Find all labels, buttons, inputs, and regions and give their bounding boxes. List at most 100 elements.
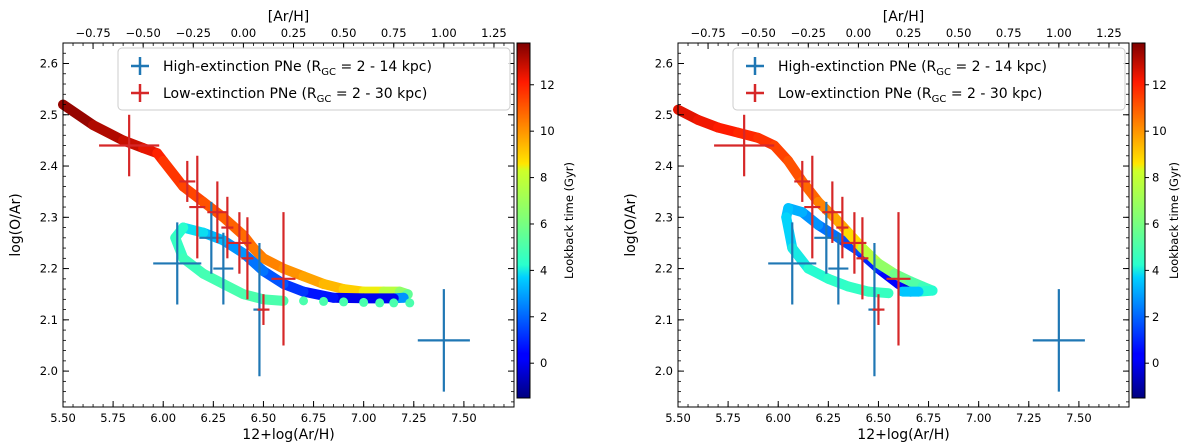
colorbar-tick-label: 2 — [540, 310, 547, 324]
colorbar-label: Lookback time (Gyr) — [562, 162, 576, 279]
colorbar-tick-label: 8 — [540, 171, 547, 185]
x-tick-label: 6.00 — [765, 411, 791, 425]
observations — [714, 114, 1085, 392]
x-tick-label: 7.00 — [351, 411, 377, 425]
low-extinction-pn-point — [271, 212, 296, 346]
colorbar: 0 2 4 6 8 10 12 Lookback time (Gyr) — [1131, 42, 1181, 399]
model-track-inner-segment — [863, 286, 894, 299]
y-tick-label: 2.5 — [655, 108, 673, 122]
low-extinction-pn-point — [257, 294, 270, 325]
legend-label: Low-extinction PNe (RGC = 2 - 30 kpc) — [778, 86, 1042, 105]
legend-box — [117, 47, 511, 111]
colorbar-tick-label: 8 — [1152, 171, 1159, 185]
high-extinction-pn-point — [1032, 289, 1085, 392]
low-extinction-pn-point — [221, 196, 234, 259]
high-extinction-pn-point — [199, 201, 224, 274]
x-axis: 5.50 5.75 6.00 6.25 6.50 6.75 7.00 7.25 7.50 12+l… — [665, 401, 1130, 443]
model-dot — [299, 296, 309, 306]
low-extinction-pn-point — [189, 155, 206, 259]
high-extinction-pn-point — [417, 289, 470, 392]
x-tick-label: 6.75 — [301, 411, 327, 425]
colorbar-gradient — [516, 42, 531, 399]
top-x-tick-label: −0.75 — [690, 26, 725, 40]
model-dot — [405, 298, 415, 308]
low-extinction-pn-point — [822, 181, 843, 243]
x-tick-label: 7.25 — [1016, 411, 1042, 425]
colorbar-gradient — [1131, 42, 1146, 399]
colorbar-tick-label: 4 — [540, 263, 547, 277]
y-tick-label: 2.2 — [40, 262, 58, 276]
y-tick-label: 2.4 — [40, 159, 58, 173]
top-x-tick-label: −0.75 — [75, 26, 110, 40]
x-tick-label: 6.00 — [150, 411, 176, 425]
low-extinction-pn-point — [856, 217, 869, 300]
y-tick-label: 2.5 — [40, 108, 58, 122]
x-axis: 5.50 5.75 6.00 6.25 6.50 6.75 7.00 7.25 7.50 12+l… — [50, 401, 515, 443]
colorbar-tick-label: 6 — [540, 217, 547, 231]
low-extinction-pn-point — [207, 181, 228, 243]
y-tick-label: 2.4 — [655, 159, 673, 173]
top-x-axis-label: [Ar/H] — [268, 9, 310, 25]
colorbar-tick-label: 0 — [540, 356, 547, 370]
high-extinction-pn-point — [213, 232, 234, 305]
x-tick-label: 7.00 — [966, 411, 992, 425]
top-x-tick-label: 0.00 — [231, 26, 257, 40]
top-x-tick-label: 0.25 — [281, 26, 307, 40]
top-x-tick-label: 0.25 — [896, 26, 922, 40]
low-extinction-pn-point — [714, 114, 775, 177]
low-extinction-pn-point — [886, 212, 911, 346]
model-dot — [389, 298, 399, 308]
top-x-axis: −0.75 −0.50 −0.25 0.00 0.25 0.50 0.75 1.00 1.25 [… — [687, 9, 1130, 49]
right-panel: 5.50 5.75 6.00 6.25 6.50 6.75 7.00 7.25 7.50 12+l… — [623, 9, 1181, 443]
legend: High-extinction PNe (RGC = 2 - 14 kpc) Lo… — [732, 47, 1126, 111]
x-tick-label: 5.75 — [715, 411, 741, 425]
top-x-tick-label: 0.50 — [946, 26, 972, 40]
axes-frame — [677, 42, 1130, 408]
x-tick-label: 6.25 — [201, 411, 227, 425]
high-extinction-pn-point — [814, 201, 839, 274]
low-extinction-pn-point — [794, 160, 811, 202]
y-tick-label: 2.6 — [655, 57, 673, 71]
low-extinction-pn-point — [99, 114, 160, 177]
legend-label: Low-extinction PNe (RGC = 2 - 30 kpc) — [163, 86, 427, 105]
high-extinction-pn-point — [828, 232, 849, 305]
x-tick-label: 7.50 — [1066, 411, 1092, 425]
y-tick-label: 2.0 — [655, 364, 673, 378]
x-axis-label: 12+log(Ar/H) — [857, 427, 949, 443]
colorbar-tick-label: 10 — [540, 124, 555, 138]
x-tick-label: 5.50 — [50, 411, 76, 425]
top-x-tick-label: 1.00 — [1046, 26, 1072, 40]
legend-box — [732, 47, 1126, 111]
low-extinction-pn-point — [179, 160, 196, 202]
top-x-tick-label: −0.50 — [741, 26, 776, 40]
top-x-tick-label: 1.00 — [431, 26, 457, 40]
left-panel: 5.50 5.75 6.00 6.25 6.50 6.75 7.00 7.25 7.50 12+l… — [8, 9, 576, 443]
x-tick-label: 6.75 — [916, 411, 942, 425]
legend: High-extinction PNe (RGC = 2 - 14 kpc) Lo… — [117, 47, 511, 111]
top-x-tick-label: 0.00 — [846, 26, 872, 40]
colorbar-tick-label: 12 — [1152, 78, 1167, 92]
x-tick-label: 7.25 — [401, 411, 427, 425]
top-x-tick-label: 1.25 — [1096, 26, 1122, 40]
colorbar-tick-label: 12 — [540, 78, 555, 92]
x-tick-label: 6.50 — [251, 411, 277, 425]
x-tick-label: 6.25 — [816, 411, 842, 425]
y-tick-label: 2.1 — [40, 313, 58, 327]
low-extinction-pn-point — [872, 294, 885, 325]
colorbar-tick-label: 4 — [1152, 263, 1159, 277]
high-extinction-pn-point — [153, 222, 202, 305]
top-x-tick-label: −0.25 — [176, 26, 211, 40]
colorbar-tick-label: 6 — [1152, 217, 1159, 231]
high-extinction-pn-point — [768, 222, 817, 305]
model-dot — [375, 298, 385, 308]
legend-label: High-extinction PNe (RGC = 2 - 14 kpc) — [778, 59, 1047, 78]
axes-frame — [62, 42, 515, 408]
low-extinction-pn-point — [836, 196, 849, 259]
y-axis-label: log(O/Ar) — [8, 193, 24, 256]
colorbar: 0 2 4 6 8 10 12 Lookback time (Gyr) — [516, 42, 576, 399]
top-x-tick-label: 0.75 — [381, 26, 407, 40]
y-tick-label: 2.3 — [40, 210, 58, 224]
x-tick-label: 6.50 — [866, 411, 892, 425]
model-track-segment — [88, 120, 129, 146]
x-axis-label: 12+log(Ar/H) — [242, 427, 334, 443]
